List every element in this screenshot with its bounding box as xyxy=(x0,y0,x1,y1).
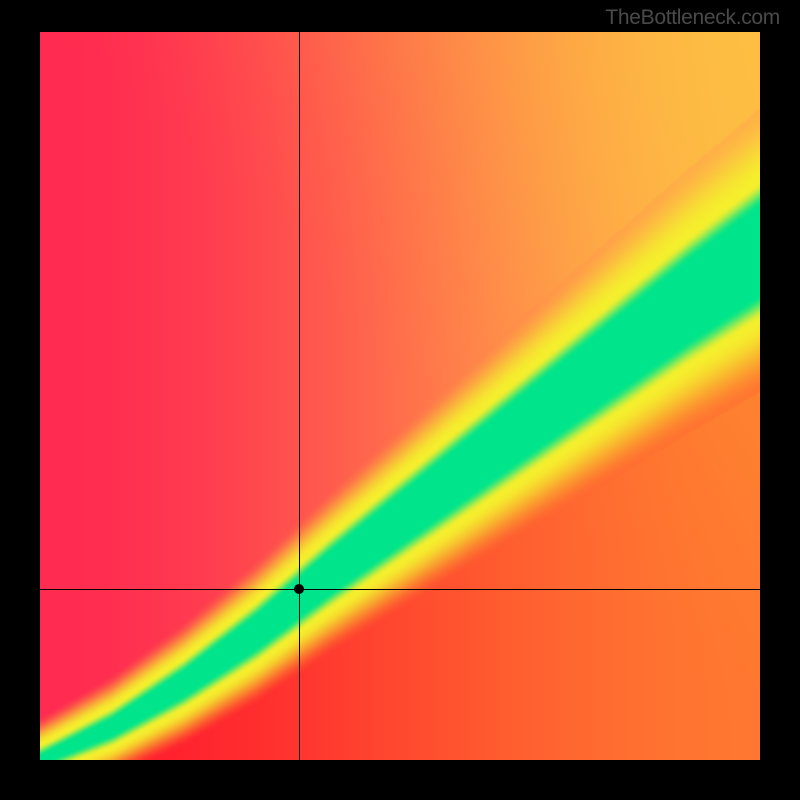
chart-area xyxy=(40,32,760,760)
chart-container xyxy=(0,32,800,800)
watermark: TheBottleneck.com xyxy=(0,0,800,32)
bottleneck-heatmap xyxy=(40,32,760,760)
